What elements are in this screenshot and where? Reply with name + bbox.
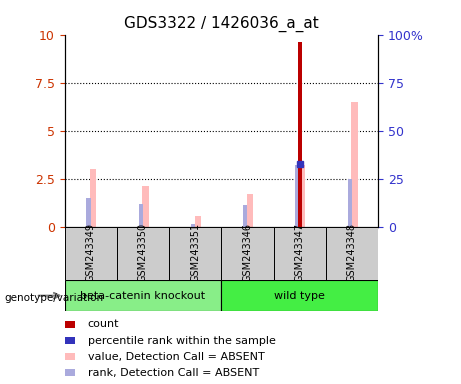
Bar bbox=[348, 179, 352, 227]
Text: genotype/variation: genotype/variation bbox=[5, 293, 104, 303]
Bar bbox=[191, 223, 195, 227]
Bar bbox=[247, 194, 253, 227]
Text: count: count bbox=[88, 319, 119, 329]
Bar bbox=[273, 227, 326, 280]
Bar bbox=[296, 165, 300, 227]
Text: wild type: wild type bbox=[274, 291, 325, 301]
Bar bbox=[195, 216, 201, 227]
Text: GSM243350: GSM243350 bbox=[138, 223, 148, 282]
Bar bbox=[351, 102, 358, 227]
Bar bbox=[169, 227, 221, 280]
Bar bbox=[65, 280, 221, 311]
Text: rank, Detection Call = ABSENT: rank, Detection Call = ABSENT bbox=[88, 368, 259, 378]
Bar bbox=[243, 205, 248, 227]
Bar bbox=[221, 280, 378, 311]
Bar bbox=[297, 42, 302, 227]
Text: GSM243347: GSM243347 bbox=[295, 223, 305, 282]
Title: GDS3322 / 1426036_a_at: GDS3322 / 1426036_a_at bbox=[124, 16, 319, 32]
Bar bbox=[326, 227, 378, 280]
Text: beta-catenin knockout: beta-catenin knockout bbox=[80, 291, 206, 301]
Bar bbox=[87, 198, 91, 227]
Bar bbox=[139, 204, 143, 227]
Bar bbox=[90, 169, 96, 227]
Bar bbox=[117, 227, 169, 280]
Bar bbox=[299, 165, 305, 227]
Bar bbox=[142, 186, 148, 227]
Text: value, Detection Call = ABSENT: value, Detection Call = ABSENT bbox=[88, 352, 264, 362]
Bar bbox=[65, 227, 117, 280]
Text: GSM243348: GSM243348 bbox=[347, 223, 357, 282]
Text: GSM243351: GSM243351 bbox=[190, 223, 200, 282]
Bar bbox=[221, 227, 273, 280]
Text: GSM243346: GSM243346 bbox=[242, 223, 253, 282]
Text: GSM243349: GSM243349 bbox=[86, 223, 96, 282]
Text: percentile rank within the sample: percentile rank within the sample bbox=[88, 336, 276, 346]
